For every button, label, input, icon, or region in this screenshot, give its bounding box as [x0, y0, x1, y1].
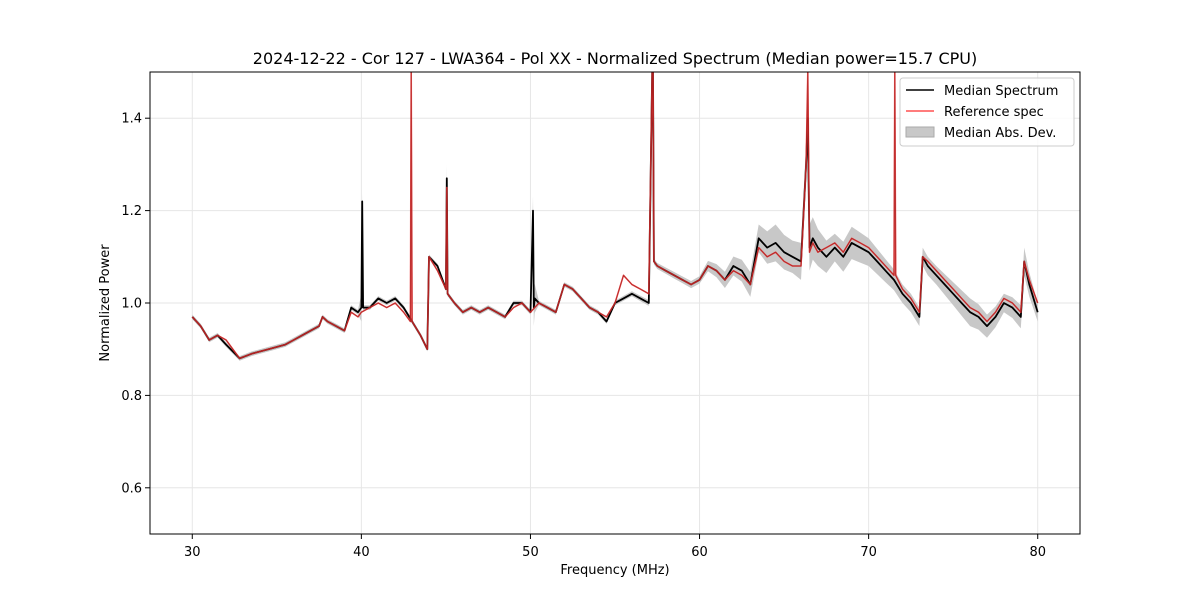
- legend-label-reference: Reference spec: [944, 105, 1044, 120]
- legend-box: [899, 77, 1075, 147]
- y-tick-label: 1.2: [121, 204, 142, 219]
- y-tick-label: 0.8: [121, 389, 142, 404]
- x-tick-label: 40: [353, 545, 370, 560]
- x-axis-label: Frequency (MHz): [560, 563, 669, 578]
- legend-swatch-mad: [905, 126, 935, 138]
- x-axis-ticks: 30 40 50 60 70 80: [184, 534, 1046, 560]
- legend-label-median: Median Spectrum: [944, 84, 1058, 99]
- y-axis-label: Normalized Power: [98, 244, 113, 362]
- series-lines: [191, 72, 1039, 360]
- y-axis-ticks: 0.6 0.8 1.0 1.2 1.4: [121, 112, 150, 496]
- x-tick-label: 80: [1029, 545, 1046, 560]
- x-tick-label: 50: [522, 545, 539, 560]
- chart-title: 2024-12-22 - Cor 127 - LWA364 - Pol XX -…: [253, 49, 977, 68]
- x-tick-label: 60: [691, 545, 708, 560]
- x-tick-label: 30: [184, 545, 201, 560]
- y-tick-label: 1.0: [121, 297, 142, 312]
- overlap-line: [191, 72, 1039, 359]
- y-tick-label: 0.6: [121, 481, 142, 496]
- x-tick-label: 70: [860, 545, 877, 560]
- legend: Median Spectrum Reference spec Median Ab…: [899, 77, 1075, 147]
- median-spectrum-line: [191, 72, 1039, 360]
- legend-label-mad: Median Abs. Dev.: [944, 126, 1056, 141]
- y-tick-label: 1.4: [121, 112, 142, 127]
